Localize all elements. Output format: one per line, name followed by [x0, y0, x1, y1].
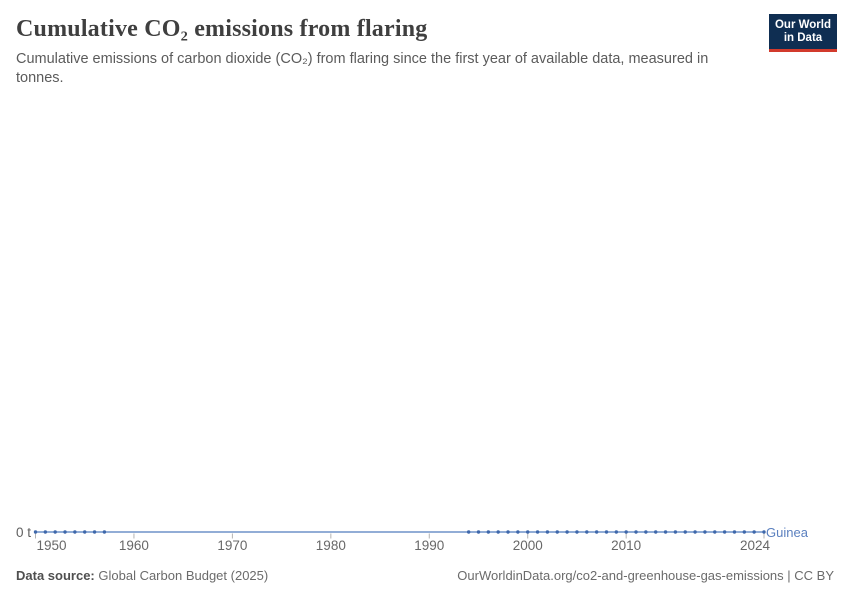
- data-source-label: Data source:: [16, 568, 95, 583]
- chart-header: Cumulative CO₂ emissions from flaring Cu…: [16, 14, 750, 88]
- data-point-marker[interactable]: [33, 530, 38, 534]
- data-point-marker[interactable]: [762, 530, 766, 534]
- data-point-marker[interactable]: [73, 530, 77, 534]
- data-point-marker[interactable]: [742, 530, 747, 534]
- data-point-marker[interactable]: [663, 530, 668, 534]
- data-point-marker[interactable]: [102, 530, 107, 534]
- data-point-marker[interactable]: [703, 530, 707, 534]
- credit-link[interactable]: OurWorldinData.org/co2-and-greenhouse-ga…: [457, 568, 834, 583]
- data-point-marker[interactable]: [594, 530, 599, 534]
- chart-title: Cumulative CO₂ emissions from flaring: [16, 16, 428, 42]
- x-axis-tick-label: 2010: [611, 538, 642, 553]
- data-point-marker[interactable]: [752, 530, 756, 534]
- data-point-marker[interactable]: [516, 530, 520, 534]
- chart-footer: Data source: Global Carbon Budget (2025)…: [16, 568, 834, 583]
- data-point-marker[interactable]: [693, 530, 697, 534]
- data-point-marker[interactable]: [624, 530, 628, 534]
- data-point-marker[interactable]: [585, 530, 589, 534]
- data-point-marker[interactable]: [604, 530, 609, 534]
- series-entity-label[interactable]: Guinea: [766, 525, 808, 540]
- data-point-marker[interactable]: [634, 530, 638, 534]
- data-point-marker[interactable]: [476, 530, 481, 534]
- y-axis-zero-label: 0 t: [15, 525, 31, 540]
- x-axis-tick-label: 1990: [414, 538, 445, 553]
- x-axis-tick-label: 1950: [36, 538, 67, 553]
- data-point-marker[interactable]: [614, 530, 619, 534]
- data-point-marker[interactable]: [43, 530, 48, 534]
- data-point-marker[interactable]: [654, 530, 658, 534]
- x-axis-tick-label: 2000: [512, 538, 543, 553]
- data-point-marker[interactable]: [496, 530, 500, 534]
- data-point-marker[interactable]: [673, 530, 678, 534]
- data-point-marker[interactable]: [555, 530, 559, 534]
- data-point-marker[interactable]: [713, 530, 717, 534]
- x-axis-tick-label: 2024: [739, 538, 771, 553]
- data-point-marker[interactable]: [535, 530, 540, 534]
- x-axis-tick-label: 1960: [118, 538, 149, 553]
- data-point-marker[interactable]: [92, 530, 97, 534]
- data-point-marker[interactable]: [53, 530, 57, 534]
- data-source-value: Global Carbon Budget (2025): [98, 568, 269, 583]
- data-point-marker[interactable]: [644, 530, 648, 534]
- data-point-marker[interactable]: [545, 530, 550, 534]
- owid-logo-line2: in Data: [783, 32, 823, 44]
- data-point-marker[interactable]: [732, 530, 737, 534]
- data-point-marker[interactable]: [466, 530, 471, 534]
- data-point-marker[interactable]: [506, 530, 510, 534]
- data-point-marker[interactable]: [63, 530, 67, 534]
- data-source-note: Data source: Global Carbon Budget (2025): [16, 568, 268, 583]
- x-axis-tick-label: 1980: [315, 538, 346, 553]
- data-point-marker[interactable]: [683, 530, 687, 534]
- data-point-marker[interactable]: [722, 530, 727, 534]
- data-point-marker[interactable]: [486, 530, 491, 534]
- owid-logo[interactable]: Our World in Data: [769, 14, 837, 52]
- data-point-marker[interactable]: [526, 530, 530, 534]
- data-point-marker[interactable]: [565, 530, 569, 534]
- owid-logo-line1: Our World: [774, 19, 831, 31]
- chart-subtitle: Cumulative emissions of carbon dioxide (…: [16, 51, 709, 86]
- x-axis-tick-label: 1970: [217, 538, 248, 553]
- data-point-marker[interactable]: [83, 530, 87, 534]
- data-point-marker[interactable]: [575, 530, 579, 534]
